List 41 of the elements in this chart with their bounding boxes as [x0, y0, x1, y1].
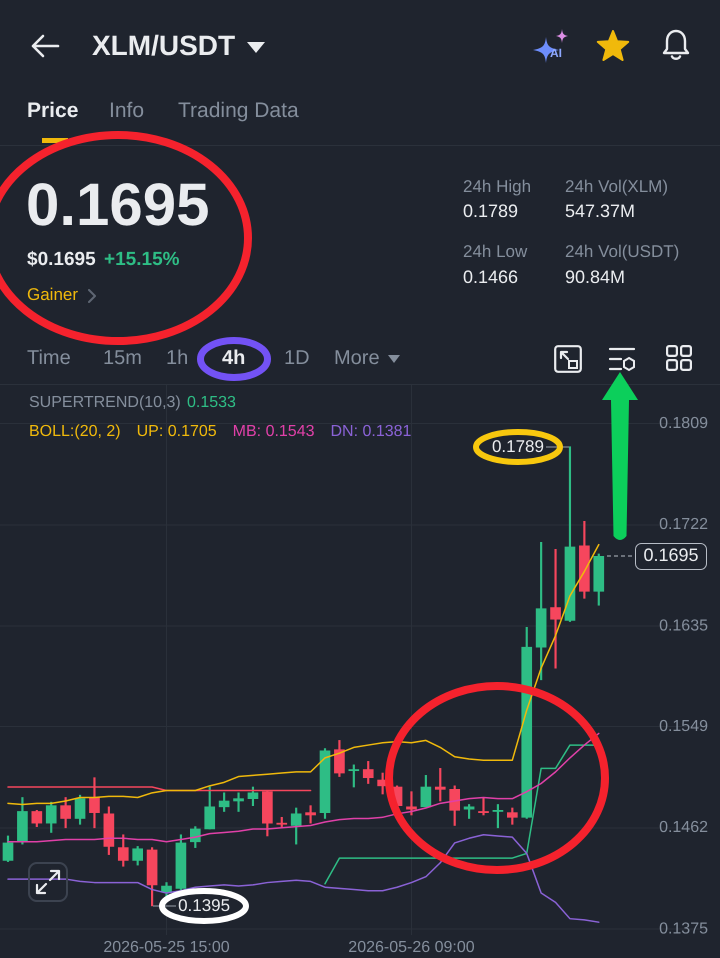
x-tick-label: 2026-05-26 09:00 [348, 939, 475, 956]
x-tick-label: 2026-05-25 15:00 [103, 939, 230, 956]
y-tick-label: 0.1635 [659, 618, 708, 635]
text: MB: 0.1543 [232, 423, 314, 442]
text: 24h Low [463, 242, 528, 262]
annotation: SUPERTREND(10,3) [29, 394, 181, 412]
candlestick [434, 768, 446, 802]
text: 90.84M [565, 267, 626, 288]
y-tick-label: 0.1375 [659, 920, 708, 938]
text: DN: 0.1381 [330, 423, 412, 442]
text: 24h High [463, 177, 532, 197]
legend-title: BOLL:(20, 2) [29, 423, 121, 442]
annotation: 0.1789 [492, 436, 544, 456]
text: 15m [103, 347, 142, 370]
y-tick-label: 0.1462 [659, 819, 708, 836]
text: +15.15% [104, 249, 180, 271]
text: 24h Vol(XLM) [565, 177, 668, 197]
text: 0.1789 [463, 201, 518, 222]
text: UP: 0.1705 [136, 423, 217, 442]
y-tick-label: 0.1549 [659, 718, 708, 735]
text: Gainer [27, 285, 78, 305]
candlestick [348, 764, 360, 788]
text: 0.1466 [463, 267, 518, 288]
text: More [334, 347, 380, 370]
y-tick-label: 0.1722 [659, 516, 708, 534]
chart-title: XLM/USDT [92, 30, 236, 62]
text: Trading Data [178, 99, 299, 124]
text: 1h [166, 347, 188, 370]
text: 4h [222, 347, 246, 370]
text: 547.37M [565, 201, 636, 222]
text: 24h Vol(USDT) [565, 242, 680, 262]
y-tick-label: 0.1809 [659, 414, 708, 432]
text: Time [27, 347, 71, 370]
annotation: 0.1533 [187, 394, 236, 412]
text: Info [109, 99, 144, 124]
text: Price [27, 99, 78, 124]
annotation: 0.1395 [178, 896, 230, 915]
text: 1D [284, 347, 310, 370]
text: 0.1695 [644, 545, 699, 566]
text: 0.1695 [26, 171, 210, 238]
text: $0.1695 [27, 249, 96, 271]
